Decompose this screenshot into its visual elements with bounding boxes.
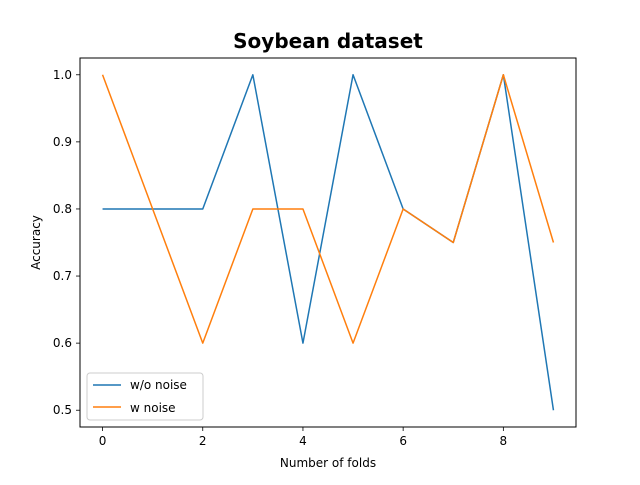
series-layer <box>101 74 555 411</box>
series-line-w-noise <box>101 74 555 344</box>
y-axis: 0.5 0.6 0.7 0.8 0.9 1.0 <box>53 68 80 417</box>
x-tick-label: 0 <box>99 434 107 448</box>
x-tick-label: 6 <box>399 434 407 448</box>
x-tick-label: 2 <box>199 434 207 448</box>
x-tick-label: 4 <box>299 434 307 448</box>
legend-label-wo-noise: w/o noise <box>130 378 187 392</box>
y-axis-label: Accuracy <box>29 215 43 270</box>
chart-title: Soybean dataset <box>233 29 423 53</box>
legend: w/o noise w noise <box>86 372 204 421</box>
series-line-w-o-noise <box>102 74 555 411</box>
x-tick-label: 8 <box>500 434 508 448</box>
y-tick-label: 0.7 <box>53 269 72 283</box>
y-tick-label: 0.9 <box>53 135 72 149</box>
y-tick-label: 1.0 <box>53 68 72 82</box>
x-axis: 0 2 4 6 8 <box>99 427 507 448</box>
y-tick-label: 0.6 <box>53 336 72 350</box>
y-tick-label: 0.8 <box>53 202 72 216</box>
y-tick-label: 0.5 <box>53 403 72 417</box>
x-axis-label: Number of folds <box>280 456 376 470</box>
legend-label-w-noise: w noise <box>130 401 176 415</box>
plot-area-frame <box>79 57 577 428</box>
